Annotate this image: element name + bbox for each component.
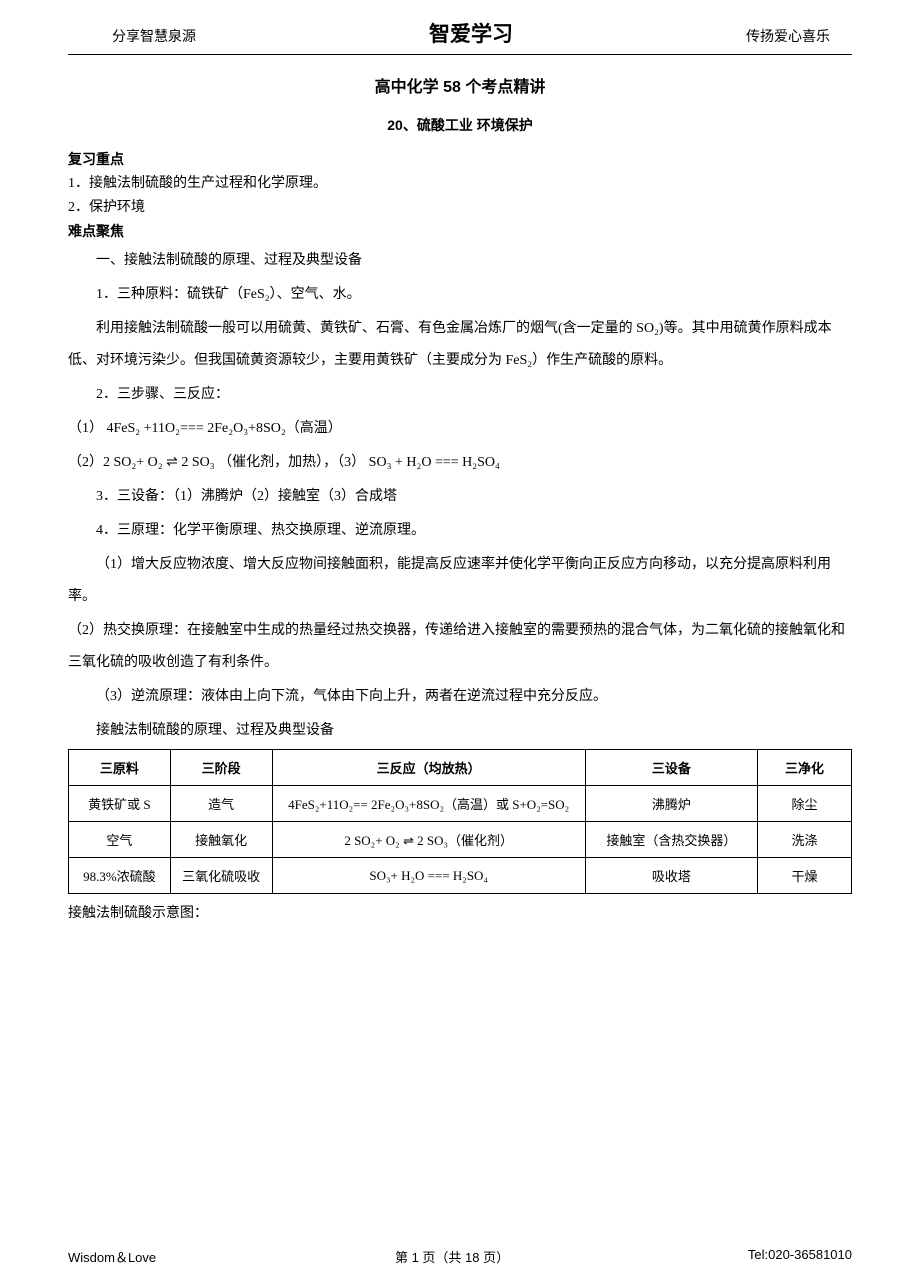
para-4: 3．三设备：（1）沸腾炉（2）接触室（3）合成塔 — [68, 481, 852, 513]
table-cell: 接触氧化 — [170, 822, 272, 858]
table-cell: 4FeS₂+11O₂== 2Fe₂O₃+8SO₂（高温）或 S+O₂=SO₂ — [272, 786, 585, 822]
para-6: （1）增大反应物浓度、增大反应物间接触面积，能提高反应速率并使化学平衡向正反应方… — [68, 549, 852, 613]
para-8: （3）逆流原理：液体由上向下流，气体由下向上升，两者在逆流过程中充分反应。 — [68, 681, 852, 713]
table-cell: 吸收塔 — [585, 858, 757, 894]
header-right-text: 传扬爱心喜乐 — [746, 26, 830, 46]
sub-title: 20、硫酸工业 环境保护 — [68, 115, 852, 135]
table-cell: 接触室（含热交换器） — [585, 822, 757, 858]
para-7: （2）热交换原理：在接触室中生成的热量经过热交换器，传递给进入接触室的需要预热的… — [68, 615, 852, 679]
page-content: 高中化学 58 个考点精讲 20、硫酸工业 环境保护 复习重点 1．接触法制硫酸… — [0, 55, 920, 928]
page-footer: Wisdom＆Love 第 1 页（共 18 页） Tel:020-365810… — [68, 1247, 852, 1266]
table-header-cell: 三净化 — [758, 750, 852, 786]
review-item-2: 2．保护环境 — [68, 197, 852, 219]
section-review: 复习重点 — [68, 149, 852, 169]
table-cell: 沸腾炉 — [585, 786, 757, 822]
table-cell: 洗涤 — [758, 822, 852, 858]
table-cell: SO₃+ H₂O === H₂SO₄ — [272, 858, 585, 894]
table-row: 黄铁矿或 S 造气 4FeS₂+11O₂== 2Fe₂O₃+8SO₂（高温）或 … — [69, 786, 852, 822]
table-header-cell: 三阶段 — [170, 750, 272, 786]
para-5: 4．三原理：化学平衡原理、热交换原理、逆流原理。 — [68, 515, 852, 547]
table-header-cell: 三反应（均放热） — [272, 750, 585, 786]
table-cell: 造气 — [170, 786, 272, 822]
equation-1: （1） 4FeS₂ +11O₂=== 2Fe₂O₃+8SO₂（高温） — [68, 413, 852, 445]
table-cell: 除尘 — [758, 786, 852, 822]
header-left-text: 分享智慧泉源 — [112, 26, 196, 46]
para-section1: 一、接触法制硫酸的原理、过程及典型设备 — [68, 245, 852, 277]
footer-left-text: Wisdom＆Love — [68, 1247, 156, 1266]
para-3: 2．三步骤、三反应： — [68, 379, 852, 411]
para-1: 1．三种原料：硫铁矿（FeS₂）、空气、水。 — [68, 279, 852, 311]
table-header-cell: 三设备 — [585, 750, 757, 786]
table-header-cell: 三原料 — [69, 750, 171, 786]
process-table: 三原料 三阶段 三反应（均放热） 三设备 三净化 黄铁矿或 S 造气 4FeS₂… — [68, 749, 852, 894]
main-title: 高中化学 58 个考点精讲 — [68, 73, 852, 97]
table-cell: 98.3%浓硫酸 — [69, 858, 171, 894]
table-cell: 三氧化硫吸收 — [170, 858, 272, 894]
para-2: 利用接触法制硫酸一般可以用硫黄、黄铁矿、石膏、有色金属冶炼厂的烟气(含一定量的 … — [68, 313, 852, 377]
page-header: 分享智慧泉源 智爱学习 传扬爱心喜乐 — [68, 0, 852, 55]
table-row: 98.3%浓硫酸 三氧化硫吸收 SO₃+ H₂O === H₂SO₄ 吸收塔 干… — [69, 858, 852, 894]
table-cell: 干燥 — [758, 858, 852, 894]
footer-phone: Tel:020-36581010 — [748, 1247, 852, 1266]
table-row: 空气 接触氧化 2 SO₂+ O₂ ⇌ 2 SO₃（催化剂） 接触室（含热交换器… — [69, 822, 852, 858]
section-difficulty: 难点聚焦 — [68, 221, 852, 241]
footer-page-number: 第 1 页（共 18 页） — [395, 1247, 509, 1266]
diagram-caption: 接触法制硫酸示意图： — [68, 900, 852, 928]
equation-2: （2）2 SO₂+ O₂ ⇌ 2 SO₃ （催化剂，加热），（3） SO₃ + … — [68, 447, 852, 479]
table-cell: 空气 — [69, 822, 171, 858]
table-caption: 接触法制硫酸的原理、过程及典型设备 — [68, 715, 852, 747]
table-cell: 黄铁矿或 S — [69, 786, 171, 822]
table-cell: 2 SO₂+ O₂ ⇌ 2 SO₃（催化剂） — [272, 822, 585, 858]
review-item-1: 1．接触法制硫酸的生产过程和化学原理。 — [68, 173, 852, 195]
table-header-row: 三原料 三阶段 三反应（均放热） 三设备 三净化 — [69, 750, 852, 786]
header-center-text: 智爱学习 — [429, 18, 513, 48]
